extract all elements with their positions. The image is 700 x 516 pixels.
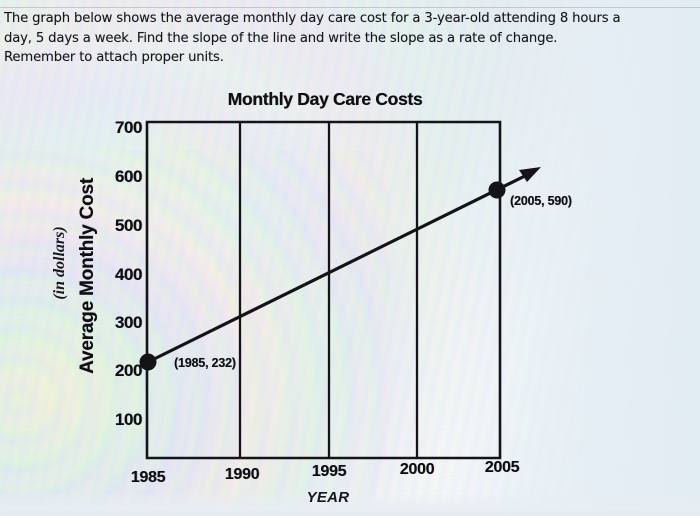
problem-statement: The graph below shows the average monthl… — [4, 9, 694, 68]
trend-line — [146, 170, 535, 364]
y-tick-label: 700 — [114, 118, 143, 137]
y-tick-label: 300 — [114, 313, 143, 332]
y-tick-label: 500 — [114, 216, 143, 235]
x-tick-label: 1990 — [224, 466, 260, 483]
data-point-label-2005: (2005, 590) — [510, 194, 572, 208]
page-tint-bottom — [0, 494, 700, 516]
problem-statement-line-1: The graph below shows the average monthl… — [4, 11, 621, 26]
data-point-label-1985: (1985, 232) — [174, 356, 236, 370]
data-point-1985 — [139, 353, 157, 371]
y-tick-label: 200 — [114, 361, 143, 380]
x-axis-label: YEAR — [306, 489, 350, 506]
x-tick-label: 2005 — [484, 459, 520, 476]
y-tick-label: 100 — [114, 410, 143, 429]
page-top-rule — [0, 7, 700, 8]
x-tick-label: 1995 — [311, 463, 347, 480]
data-point-2005 — [488, 181, 506, 199]
chart-title: Monthly Day Care Costs — [227, 89, 423, 109]
y-tick-label: 400 — [114, 265, 143, 284]
y-axis-tick-labels: 700 600 500 400 300 200 100 — [82, 0, 143, 516]
x-tick-label: 2000 — [399, 461, 435, 478]
trend-line-arrowhead — [519, 167, 541, 182]
problem-statement-line-3: Remember to attach proper units. — [4, 50, 224, 65]
page-tint-right — [450, 0, 700, 516]
plot-frame — [145, 120, 502, 460]
y-tick-label: 600 — [114, 167, 143, 186]
problem-statement-line-2: day, 5 days a week. Find the slope of th… — [4, 30, 558, 46]
moire-pattern-left — [0, 150, 390, 516]
x-tick-label: 1985 — [130, 469, 166, 486]
